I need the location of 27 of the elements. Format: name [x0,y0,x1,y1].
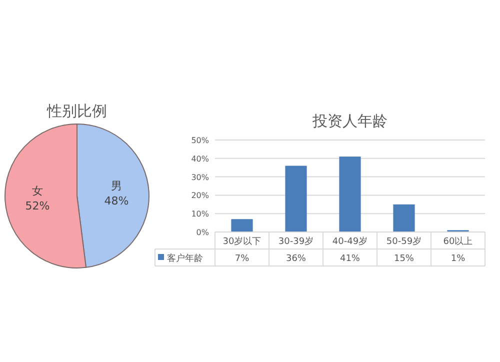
slice-label: 女 [32,184,43,198]
data-label: 1% [450,254,466,264]
x-tick-label: 30-39岁 [278,236,314,247]
x-tick-label: 60以上 [443,236,473,247]
data-label: 48% [104,194,129,208]
legend-label: 客户年龄 [167,253,203,264]
bar [231,219,253,232]
x-tick-label: 50-59岁 [386,236,422,247]
data-label: 15% [394,254,414,264]
chart-title: 投资人年龄 [312,112,388,130]
y-tick-label: 10% [191,210,210,219]
data-label: 36% [286,254,306,264]
chart-title: 性别比例 [46,102,107,120]
x-tick-label: 40-49岁 [332,236,368,247]
bar [339,156,361,232]
data-label: 41% [340,254,360,264]
data-label: 7% [234,254,250,264]
data-label: 52% [25,199,50,212]
y-tick-label: 0% [196,228,210,237]
x-tick-label: 30岁以下 [222,236,262,247]
slice-label: 男 [111,180,122,193]
y-tick-label: 50% [191,136,210,145]
y-tick-label: 20% [191,191,210,200]
bar [393,204,415,232]
bar [285,166,307,232]
y-tick-label: 40% [191,154,210,164]
y-tick-label: 30% [191,172,210,182]
